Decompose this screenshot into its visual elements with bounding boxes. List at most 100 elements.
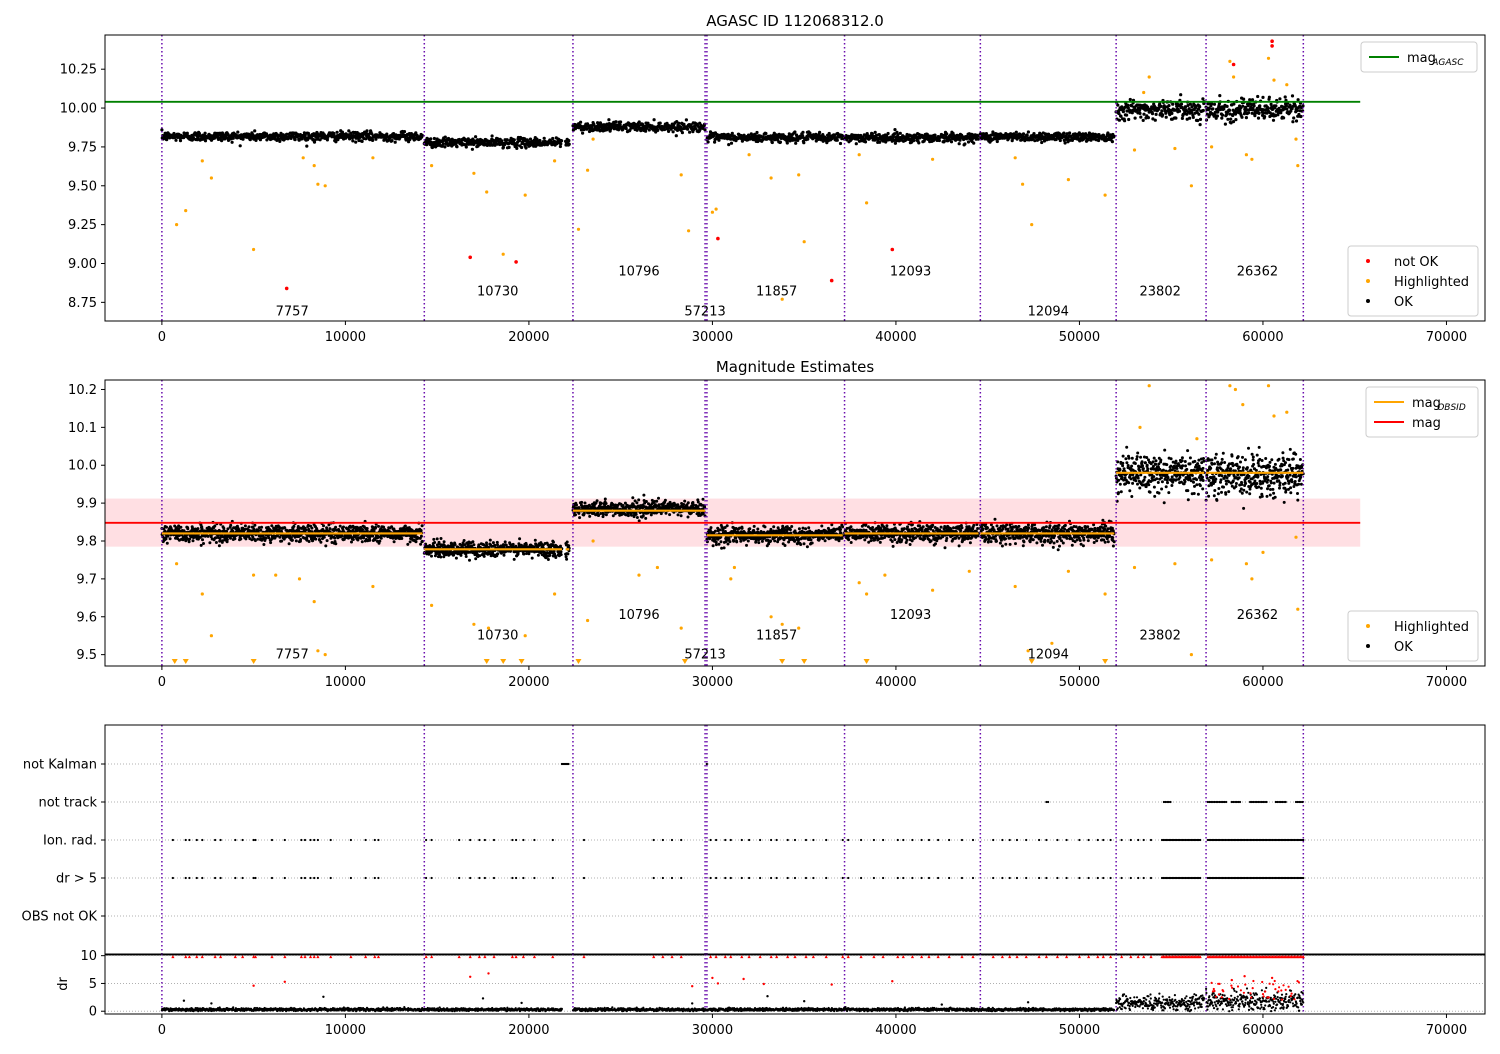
ok-point [207,535,210,538]
legend-marker-swatch [1366,299,1370,303]
ok-point [697,501,700,504]
ok-point [653,118,656,121]
obsid-label: 57213 [684,305,725,320]
ok-point [1216,114,1219,117]
highlighted-point [1148,75,1151,78]
ok-point [1221,114,1224,117]
ok-point [455,557,458,560]
legend-subscript: AGASC [1431,58,1464,68]
x-tick-label: 10000 [325,330,366,345]
ok-point [1292,116,1295,119]
ok-point [642,494,645,497]
ok-point [308,540,311,543]
ok-point [1174,117,1177,120]
highlighted-point [1210,145,1213,148]
ok-point [504,540,507,543]
y-tick-label: 9.75 [68,140,97,155]
ok-point [226,538,229,541]
highlighted-point [858,153,861,156]
ok-point [631,496,634,499]
highlighted-point [184,209,187,212]
ok-point [314,538,317,541]
highlighted-point [770,176,773,179]
highlighted-point [1232,75,1235,78]
highlighted-point [302,156,305,159]
ok-point [1112,135,1115,138]
ok-point [685,118,688,121]
ok-point [596,499,599,502]
ok-point [1299,115,1302,118]
obsid-label: 12094 [1028,305,1069,320]
ok-point [538,139,541,142]
ok-point [336,131,339,134]
ok-point [543,137,546,140]
ok-point [179,526,182,529]
ok-point [1127,118,1130,121]
ok-point [779,141,782,144]
legend-marker-swatch [1366,279,1370,283]
ok-point [523,553,526,556]
ok-point [1228,109,1231,112]
ok-point [1257,117,1260,120]
ok-point [537,554,540,557]
ok-point [635,513,638,516]
ok-point [463,539,466,542]
ok-point [764,132,767,135]
ok-point [408,138,411,141]
ok-point [260,526,263,529]
ok-point [492,541,495,544]
ok-point [1123,119,1126,122]
highlighted-point [252,248,255,251]
ok-point [818,131,821,134]
x-tick-label: 70000 [1426,330,1467,345]
ok-point [506,138,509,141]
legend-label: Highlighted [1394,275,1469,290]
y-tick-label: 9.50 [68,179,97,194]
ok-point [439,556,442,559]
legend-label: OK [1394,295,1413,310]
ok-point [578,516,581,519]
ok-point [579,121,582,124]
ok-point [465,555,468,558]
ok-point [474,135,477,138]
ok-point [1226,118,1229,121]
ok-point [1263,115,1266,118]
x-tick-label: 50000 [1059,330,1100,345]
ok-point [393,540,396,543]
ok-point [278,140,281,143]
ok-point [443,540,446,543]
ok-point [465,145,468,148]
ok-point [976,134,979,137]
ok-point [256,538,259,541]
obsid-label: 11857 [756,284,797,299]
ok-point [409,540,412,543]
ok-point [429,137,432,140]
ok-point [677,122,680,125]
ok-point [166,542,169,545]
ok-point [675,134,678,137]
ok-point [253,129,256,132]
ok-point [334,526,337,529]
ok-point [568,143,571,146]
highlighted-point [865,201,868,204]
ok-point [218,544,221,547]
ok-point [351,139,354,142]
ok-point [996,140,999,143]
highlighted-point [715,208,718,211]
ok-point [269,541,272,544]
ok-point [534,539,537,542]
ok-point [630,514,633,517]
ok-point [1197,113,1200,116]
ok-point [584,502,587,505]
ok-point [1059,139,1062,142]
ok-point [958,142,961,145]
highlighted-point [472,172,475,175]
ok-point [264,537,267,540]
panel-title: Magnitude Estimates [716,358,874,376]
highlighted-point [1014,156,1017,159]
highlighted-point [201,159,204,162]
ok-point [415,540,418,543]
highlighted-point [1190,184,1193,187]
ok-point [334,542,337,545]
